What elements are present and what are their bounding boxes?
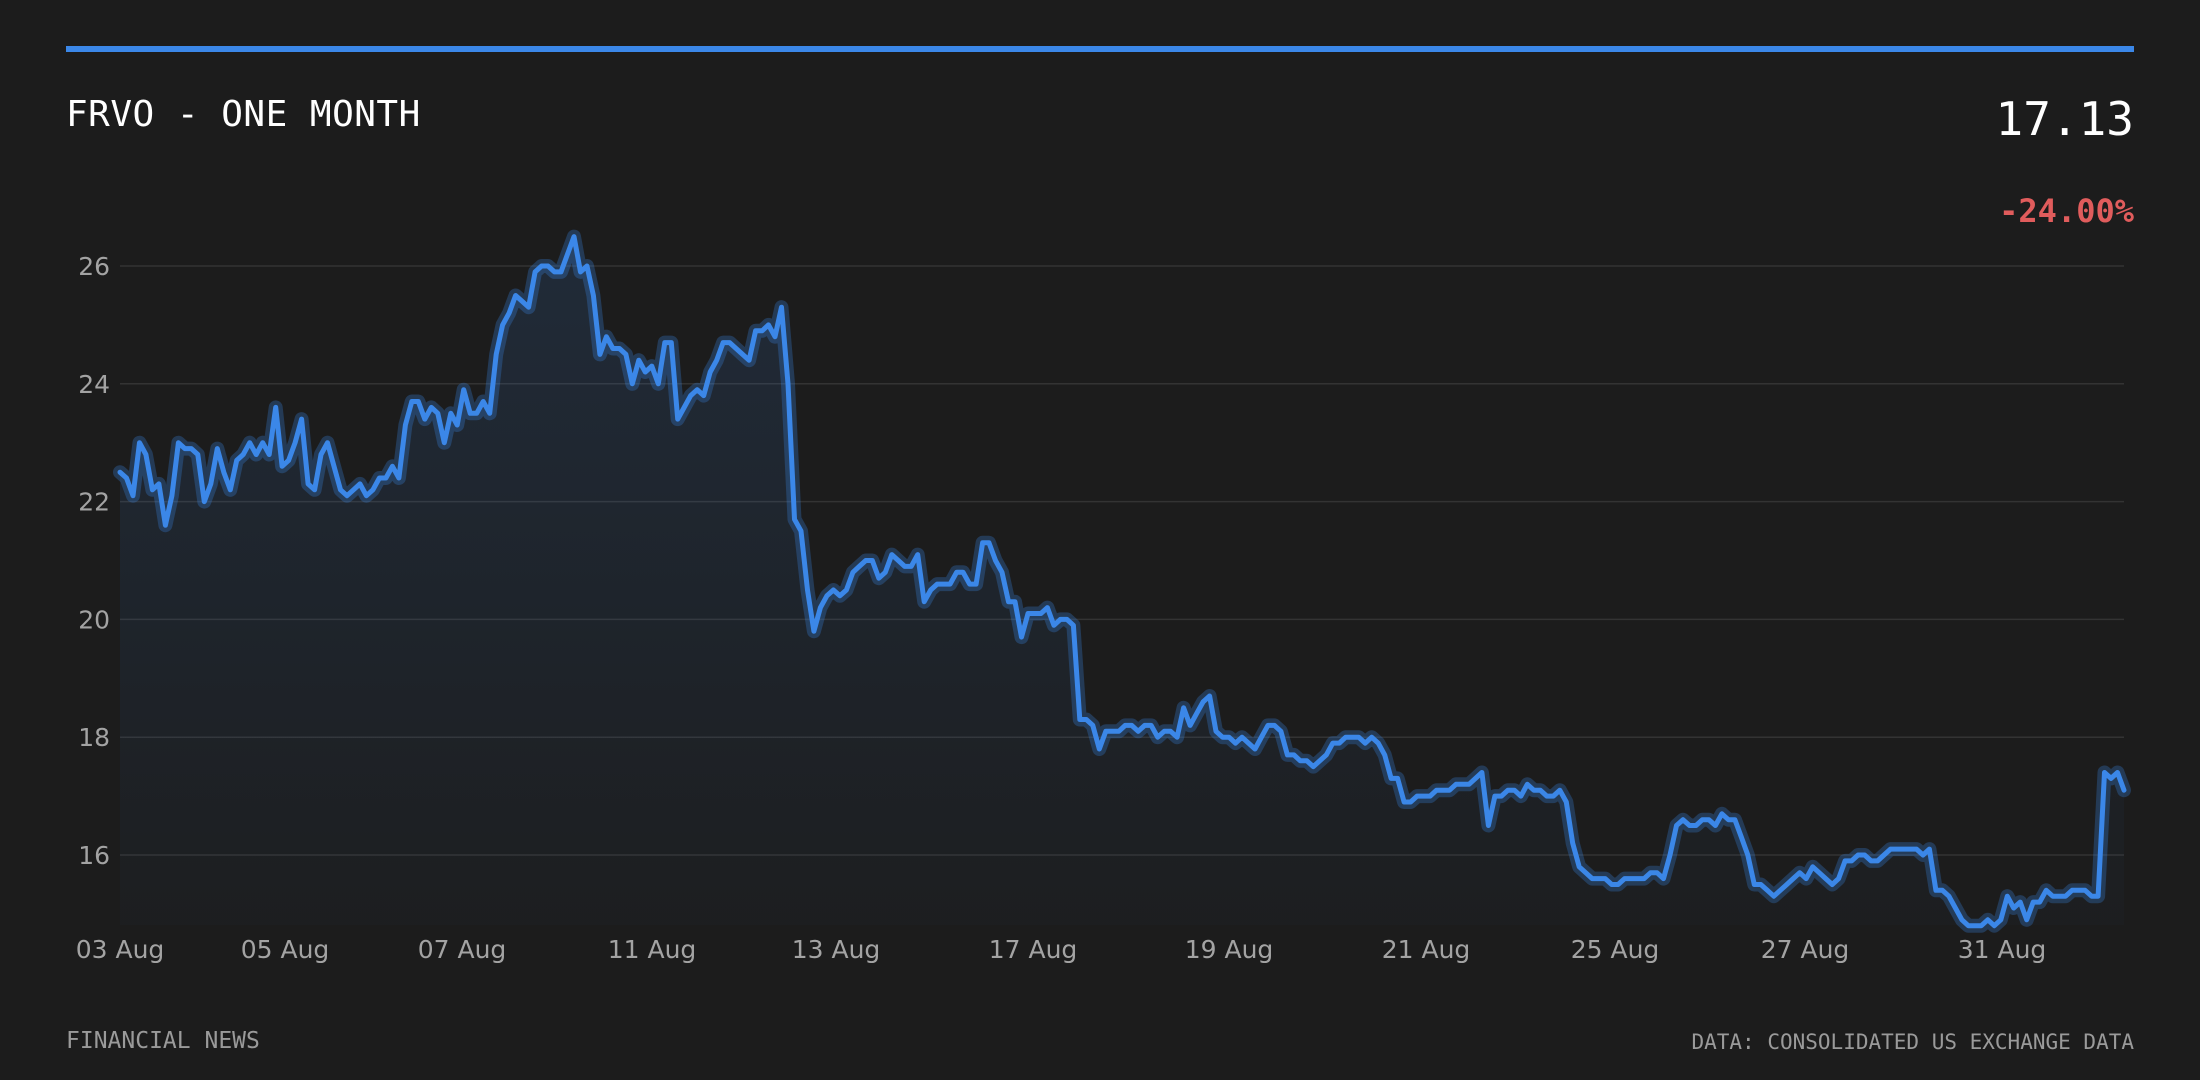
price-area [120, 236, 2124, 926]
y-tick-label: 24 [78, 370, 110, 399]
chart-title: FRVO - ONE MONTH [66, 94, 421, 135]
y-tick-label: 26 [78, 252, 110, 281]
x-tick-label: 27 Aug [1761, 935, 1850, 964]
x-tick-label: 07 Aug [418, 935, 507, 964]
y-tick-label: 18 [78, 723, 110, 752]
x-tick-label: 31 Aug [1958, 935, 2047, 964]
price-line [117, 234, 2127, 929]
x-tick-label: 21 Aug [1382, 935, 1471, 964]
y-tick-label: 20 [78, 605, 110, 634]
x-tick-label: 13 Aug [792, 935, 881, 964]
x-tick-label: 25 Aug [1571, 935, 1660, 964]
x-tick-label: 11 Aug [608, 935, 697, 964]
current-price: 17.13 [1995, 92, 2134, 146]
x-tick-label: 05 Aug [241, 935, 330, 964]
y-tick-label: 22 [78, 488, 110, 517]
price-change-percent: -24.00% [1999, 192, 2134, 230]
x-axis-labels: 03 Aug 05 Aug 07 Aug 11 Aug 13 Aug 17 Aug 19 A… [76, 935, 2047, 964]
price-chart: 16 18 20 22 24 26 03 Aug 05 Aug 07 Aug 11 Aug 13 … [76, 229, 2131, 964]
x-tick-label: 19 Aug [1185, 935, 1274, 964]
x-tick-label: 03 Aug [76, 935, 165, 964]
y-axis-labels: 16 18 20 22 24 26 [78, 252, 110, 870]
source-right: DATA: CONSOLIDATED US EXCHANGE DATA [1691, 1030, 2134, 1054]
y-tick-label: 16 [78, 841, 110, 870]
top-accent-rule [66, 46, 2134, 52]
source-left: FINANCIAL NEWS [66, 1028, 260, 1054]
x-tick-label: 17 Aug [989, 935, 1078, 964]
